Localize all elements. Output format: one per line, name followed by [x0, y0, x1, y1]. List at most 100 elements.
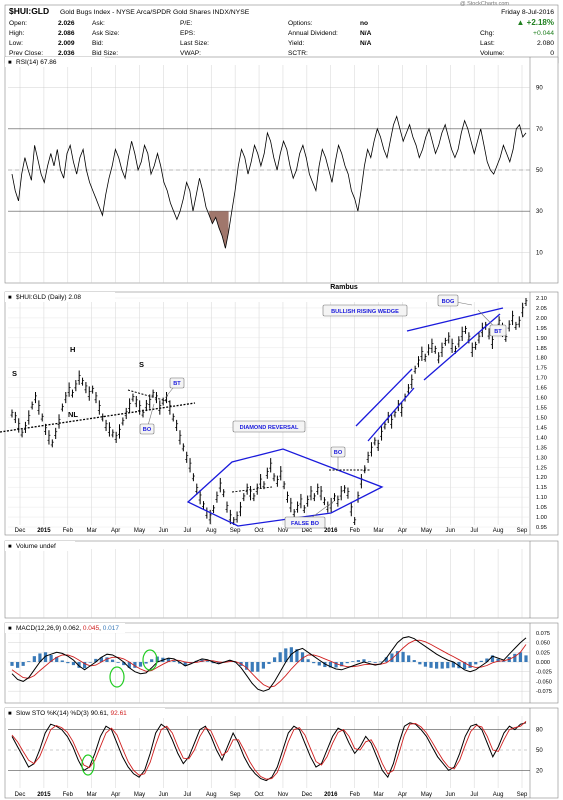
macd-hist-bar [340, 662, 344, 667]
diamond-pattern [186, 448, 384, 527]
quote-label: VWAP: [180, 50, 201, 57]
macd-hist-bar [43, 652, 48, 662]
callout-bt2-box [489, 324, 507, 337]
pattern-label: NL [68, 410, 78, 419]
channel-upper [355, 368, 413, 427]
x-tick-label: 2016 [324, 792, 338, 798]
sto-title-bg [5, 708, 165, 718]
price-legend-swatch: ■ [8, 295, 12, 301]
macd-hist-bar [485, 658, 489, 662]
quote-label: Bid: [92, 40, 104, 47]
macd-hist-bar [407, 655, 411, 662]
macd-y-tick: -0.050 [536, 679, 552, 685]
macd-hist-bar [328, 662, 333, 668]
macd-title-part: , [99, 625, 103, 632]
wedge-upper [406, 307, 504, 332]
price-y-tick: 1.30 [536, 455, 547, 461]
wedge-lower [423, 313, 501, 381]
price-title-bg [5, 292, 115, 302]
macd-title-part: MACD(12,26,9) 0.062, [16, 625, 83, 632]
rsi-title-bg [5, 57, 105, 67]
quote-label: Low: [9, 40, 23, 47]
price-y-tick: 1.70 [536, 376, 547, 382]
macd-title: MACD(12,26,9) 0.062, 0.045, 0.017 [16, 625, 119, 632]
x-tick-label: Apr [111, 792, 120, 798]
x-tick-label: 2015 [37, 528, 51, 534]
quote-label: Yield: [288, 40, 304, 47]
price-y-tick: 2.05 [536, 306, 547, 312]
credit-label: Rambus [330, 284, 358, 291]
macd-hist-bar [317, 662, 321, 666]
price-y-tick: 2.00 [536, 316, 547, 322]
macd-hist-bar [10, 662, 14, 666]
x-tick-label: Dec [15, 792, 26, 798]
macd-hist-bar [306, 659, 310, 662]
macd-hist-bar [440, 662, 444, 669]
macd-hist-bar [367, 661, 372, 662]
price-y-tick: 1.10 [536, 495, 547, 501]
quote-value: 2.026 [58, 20, 75, 27]
quote-value: 2.036 [58, 50, 75, 57]
macd-hist-bar [284, 648, 288, 662]
price-y-tick: 1.25 [536, 465, 547, 471]
macd-y-tick: 0.075 [536, 631, 550, 637]
callout-false-bo-box [284, 516, 326, 529]
macd-hist-bar [166, 658, 171, 662]
macd-hist-bar [105, 657, 109, 662]
sto-panel: Dec 2015 Feb Mar Apr May Jun Jul Aug Sep Oct Nov Dec… [4, 707, 559, 799]
x-tick-label: Jun [445, 792, 455, 798]
quote-label: Last Size: [180, 40, 209, 47]
macd-hist-bar [127, 662, 131, 668]
x-tick-label: Jul [183, 792, 191, 798]
macd-hist-bar [513, 653, 517, 662]
volume-panel: ■ Volume undef [4, 540, 559, 619]
callout-bt2-text: BT [494, 329, 502, 335]
callout-wedge-text: BULLISH RISING WEDGE [331, 309, 399, 315]
callout-wedge-box [322, 304, 408, 317]
macd-hist-bar [110, 659, 115, 662]
macd-hist-bar [66, 662, 70, 664]
macd-hist-bar [138, 662, 143, 667]
rsi-line [11, 115, 527, 249]
x-tick-label: Feb [63, 528, 74, 534]
macd-hist-bar [133, 662, 137, 668]
quote-label: Bid Size: [92, 50, 118, 57]
rsi-y-tick: 50 [536, 168, 543, 174]
macd-hist-bar [38, 653, 42, 662]
quote-label: Ask Size: [92, 30, 120, 37]
sto-y-tick: 80 [536, 728, 543, 734]
price-y-tick: 1.00 [536, 515, 547, 521]
macd-hist-bar [150, 659, 154, 662]
x-tick-label: May [421, 528, 432, 534]
macd-hist-bar [362, 659, 366, 662]
macd-hist-bar [401, 651, 405, 662]
header-last-value: 2.080 [537, 40, 554, 47]
macd-hist-bar [429, 662, 433, 668]
x-tick-label: Apr [398, 792, 407, 798]
callout-bog-box [437, 294, 459, 307]
x-tick-label: Aug [493, 528, 504, 534]
sto-y-tick: 20 [536, 768, 543, 774]
macd-hist-bar [423, 662, 428, 667]
callout-bo-text: BO [143, 427, 152, 433]
macd-hist-bar [300, 652, 305, 662]
macd-hist-bar [446, 662, 450, 669]
price-y-tick: 1.40 [536, 435, 547, 441]
quote-label: P/E: [180, 20, 193, 27]
quote-value: N/A [360, 30, 372, 37]
macd-hist-bar [99, 657, 103, 662]
quote-label: EPS: [180, 30, 195, 37]
macd-hist-bar [77, 662, 81, 668]
x-tick-label: May [134, 528, 145, 534]
price-y-tick: 1.60 [536, 396, 547, 402]
macd-hist-bar [345, 662, 349, 664]
price-y-tick: 1.80 [536, 356, 547, 362]
macd-hist-bar [245, 662, 249, 670]
macd-hist-bar [15, 662, 20, 668]
quote-label: Open: [9, 20, 27, 27]
macd-y-tick: 0.050 [536, 641, 550, 647]
price-y-tick: 0.95 [536, 525, 547, 531]
macd-hist-bar [144, 662, 148, 664]
x-tick-label: Dec [15, 528, 26, 534]
header-last-label: Last: [480, 40, 495, 47]
